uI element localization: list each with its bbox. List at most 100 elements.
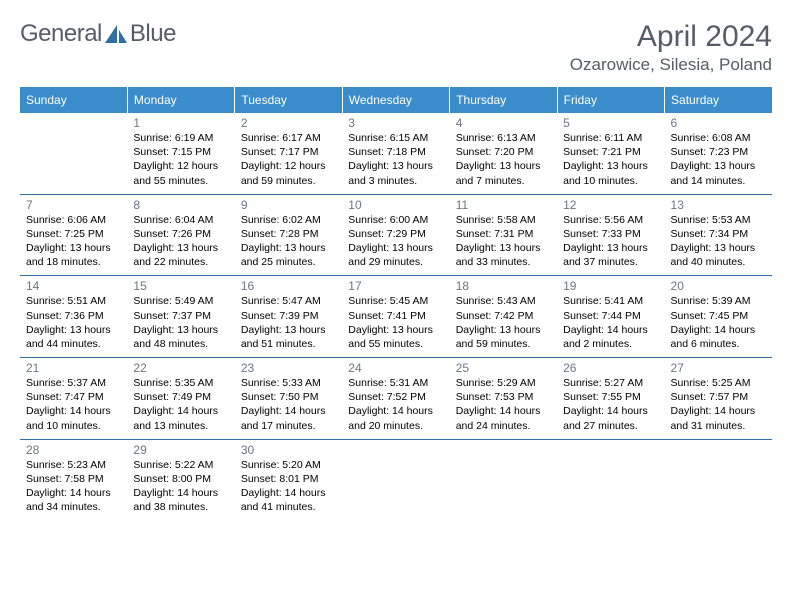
daylight-text: Daylight: 12 hours: [133, 159, 228, 173]
daylight-text: and 59 minutes.: [456, 337, 551, 351]
daylight-text: and 40 minutes.: [671, 255, 766, 269]
calendar-day-cell: 19Sunrise: 5:41 AMSunset: 7:44 PMDayligh…: [557, 276, 664, 357]
sunset-text: Sunset: 7:23 PM: [671, 145, 766, 159]
calendar-week-row: 7Sunrise: 6:06 AMSunset: 7:25 PMDaylight…: [20, 195, 772, 276]
daylight-text: Daylight: 14 hours: [241, 404, 336, 418]
calendar-day-cell: 7Sunrise: 6:06 AMSunset: 7:25 PMDaylight…: [20, 195, 127, 276]
daylight-text: Daylight: 12 hours: [241, 159, 336, 173]
sunrise-text: Sunrise: 5:45 AM: [348, 294, 443, 308]
day-number: 28: [26, 443, 121, 457]
sunset-text: Sunset: 7:49 PM: [133, 390, 228, 404]
daylight-text: and 27 minutes.: [563, 419, 658, 433]
calendar-body: 1Sunrise: 6:19 AMSunset: 7:15 PMDaylight…: [20, 113, 772, 520]
sunrise-text: Sunrise: 5:22 AM: [133, 458, 228, 472]
day-number: 6: [671, 116, 766, 130]
day-number: 13: [671, 198, 766, 212]
daylight-text: and 20 minutes.: [348, 419, 443, 433]
calendar-day-cell: 17Sunrise: 5:45 AMSunset: 7:41 PMDayligh…: [342, 276, 449, 357]
daylight-text: Daylight: 13 hours: [241, 323, 336, 337]
calendar-day-cell: 2Sunrise: 6:17 AMSunset: 7:17 PMDaylight…: [235, 113, 342, 194]
daylight-text: and 41 minutes.: [241, 500, 336, 514]
daylight-text: and 17 minutes.: [241, 419, 336, 433]
daylight-text: and 31 minutes.: [671, 419, 766, 433]
daylight-text: and 24 minutes.: [456, 419, 551, 433]
daylight-text: and 22 minutes.: [133, 255, 228, 269]
daylight-text: and 7 minutes.: [456, 174, 551, 188]
sunset-text: Sunset: 7:21 PM: [563, 145, 658, 159]
sunrise-text: Sunrise: 5:29 AM: [456, 376, 551, 390]
daylight-text: Daylight: 13 hours: [26, 241, 121, 255]
sunset-text: Sunset: 7:39 PM: [241, 309, 336, 323]
daylight-text: and 10 minutes.: [26, 419, 121, 433]
sunrise-text: Sunrise: 5:23 AM: [26, 458, 121, 472]
calendar-day-cell: 14Sunrise: 5:51 AMSunset: 7:36 PMDayligh…: [20, 276, 127, 357]
daylight-text: and 44 minutes.: [26, 337, 121, 351]
day-number: 1: [133, 116, 228, 130]
day-number: 25: [456, 361, 551, 375]
daylight-text: Daylight: 13 hours: [348, 159, 443, 173]
daylight-text: and 14 minutes.: [671, 174, 766, 188]
day-number: 21: [26, 361, 121, 375]
sail-icon: [104, 23, 128, 45]
daylight-text: Daylight: 14 hours: [671, 323, 766, 337]
weekday-header: Tuesday: [235, 87, 342, 113]
day-number: 10: [348, 198, 443, 212]
day-number: 29: [133, 443, 228, 457]
calendar-day-cell: 13Sunrise: 5:53 AMSunset: 7:34 PMDayligh…: [665, 195, 772, 276]
daylight-text: Daylight: 13 hours: [671, 159, 766, 173]
daylight-text: and 55 minutes.: [348, 337, 443, 351]
weekday-header-row: Sunday Monday Tuesday Wednesday Thursday…: [20, 87, 772, 113]
sunrise-text: Sunrise: 6:15 AM: [348, 131, 443, 145]
daylight-text: and 18 minutes.: [26, 255, 121, 269]
daylight-text: Daylight: 13 hours: [563, 241, 658, 255]
daylight-text: Daylight: 13 hours: [133, 323, 228, 337]
calendar-day-cell: 30Sunrise: 5:20 AMSunset: 8:01 PMDayligh…: [235, 440, 342, 521]
calendar-day-cell: [557, 440, 664, 521]
day-number: 22: [133, 361, 228, 375]
daylight-text: Daylight: 14 hours: [671, 404, 766, 418]
sunrise-text: Sunrise: 5:37 AM: [26, 376, 121, 390]
weekday-header: Monday: [127, 87, 234, 113]
sunrise-text: Sunrise: 5:58 AM: [456, 213, 551, 227]
calendar-day-cell: 26Sunrise: 5:27 AMSunset: 7:55 PMDayligh…: [557, 358, 664, 439]
brand-logo: General Blue: [20, 20, 176, 48]
calendar-day-cell: 18Sunrise: 5:43 AMSunset: 7:42 PMDayligh…: [450, 276, 557, 357]
sunset-text: Sunset: 7:44 PM: [563, 309, 658, 323]
sunset-text: Sunset: 7:17 PM: [241, 145, 336, 159]
day-number: 26: [563, 361, 658, 375]
sunrise-text: Sunrise: 6:08 AM: [671, 131, 766, 145]
calendar-week-row: 14Sunrise: 5:51 AMSunset: 7:36 PMDayligh…: [20, 276, 772, 357]
sunrise-text: Sunrise: 5:43 AM: [456, 294, 551, 308]
sunset-text: Sunset: 7:45 PM: [671, 309, 766, 323]
brand-part1: General: [20, 20, 102, 48]
day-number: 17: [348, 279, 443, 293]
sunrise-text: Sunrise: 5:56 AM: [563, 213, 658, 227]
calendar-day-cell: 29Sunrise: 5:22 AMSunset: 8:00 PMDayligh…: [127, 440, 234, 521]
calendar-day-cell: 24Sunrise: 5:31 AMSunset: 7:52 PMDayligh…: [342, 358, 449, 439]
day-number: 4: [456, 116, 551, 130]
daylight-text: Daylight: 13 hours: [26, 323, 121, 337]
daylight-text: and 2 minutes.: [563, 337, 658, 351]
sunset-text: Sunset: 7:42 PM: [456, 309, 551, 323]
day-number: 3: [348, 116, 443, 130]
calendar-day-cell: 22Sunrise: 5:35 AMSunset: 7:49 PMDayligh…: [127, 358, 234, 439]
daylight-text: and 29 minutes.: [348, 255, 443, 269]
calendar-day-cell: 27Sunrise: 5:25 AMSunset: 7:57 PMDayligh…: [665, 358, 772, 439]
calendar-day-cell: 6Sunrise: 6:08 AMSunset: 7:23 PMDaylight…: [665, 113, 772, 194]
daylight-text: Daylight: 14 hours: [133, 486, 228, 500]
daylight-text: and 3 minutes.: [348, 174, 443, 188]
daylight-text: and 6 minutes.: [671, 337, 766, 351]
sunrise-text: Sunrise: 6:00 AM: [348, 213, 443, 227]
calendar-day-cell: 20Sunrise: 5:39 AMSunset: 7:45 PMDayligh…: [665, 276, 772, 357]
calendar-day-cell: 15Sunrise: 5:49 AMSunset: 7:37 PMDayligh…: [127, 276, 234, 357]
calendar-day-cell: 10Sunrise: 6:00 AMSunset: 7:29 PMDayligh…: [342, 195, 449, 276]
sunrise-text: Sunrise: 5:31 AM: [348, 376, 443, 390]
sunset-text: Sunset: 7:18 PM: [348, 145, 443, 159]
daylight-text: Daylight: 13 hours: [348, 241, 443, 255]
daylight-text: Daylight: 13 hours: [671, 241, 766, 255]
sunset-text: Sunset: 7:34 PM: [671, 227, 766, 241]
sunrise-text: Sunrise: 5:20 AM: [241, 458, 336, 472]
sunset-text: Sunset: 7:28 PM: [241, 227, 336, 241]
sunrise-text: Sunrise: 6:06 AM: [26, 213, 121, 227]
calendar-day-cell: 9Sunrise: 6:02 AMSunset: 7:28 PMDaylight…: [235, 195, 342, 276]
